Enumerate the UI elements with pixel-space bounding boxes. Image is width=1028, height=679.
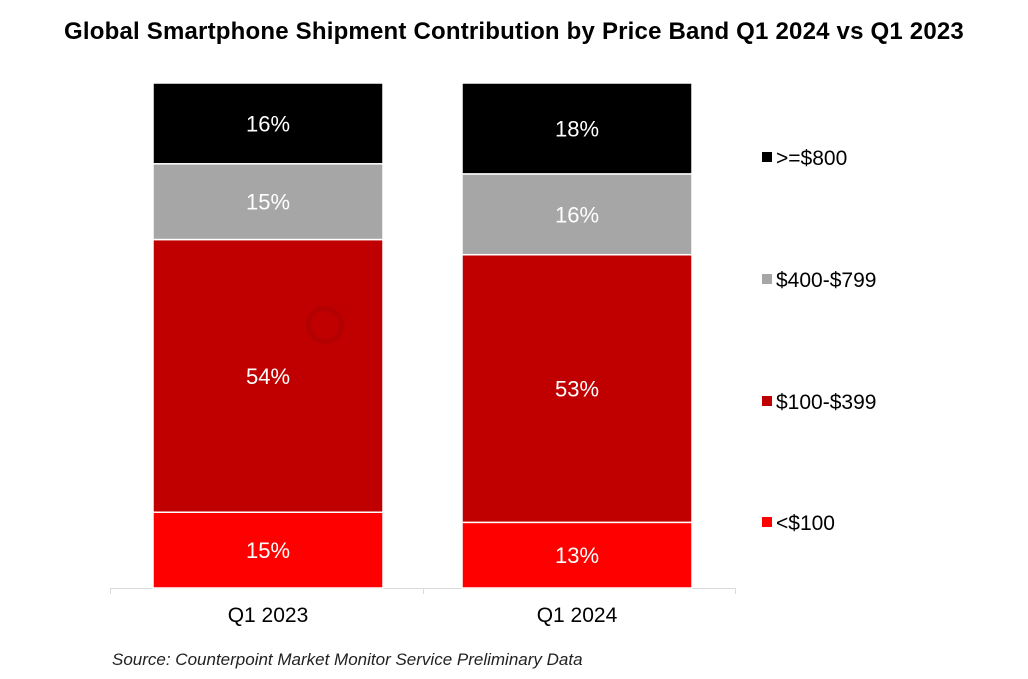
legend-label: >=$800 [776, 147, 847, 170]
chart-title: Global Smartphone Shipment Contribution … [64, 18, 964, 45]
legend-swatch [762, 517, 772, 527]
data-label: 54% [246, 364, 290, 389]
bar-segment--100-q1-2023 [152, 511, 384, 589]
source-note: Source: Counterpoint Market Monitor Serv… [112, 650, 583, 669]
bar-segment--400-799-q1-2023 [152, 163, 384, 241]
bar-segment--100-q1-2024 [461, 521, 693, 589]
data-label: 15% [246, 538, 290, 563]
data-label: 16% [246, 111, 290, 136]
legend-label: <$100 [776, 512, 835, 535]
bar-segment--800-q1-2024 [461, 82, 693, 175]
legend-swatch [762, 396, 772, 406]
counterpoint-logo-icon [306, 306, 344, 344]
bar-segment--800-q1-2023 [152, 82, 384, 165]
counterpoint-watermark [306, 306, 344, 344]
data-label: 18% [555, 116, 599, 141]
data-label: 15% [246, 190, 290, 215]
bar-segment--100-399-q1-2024 [461, 253, 693, 524]
legend-swatch [762, 274, 772, 284]
data-label: 13% [555, 543, 599, 568]
legend-swatch [762, 152, 772, 162]
category-label: Q1 2023 [228, 604, 309, 627]
legend-label: $400-$799 [776, 269, 876, 292]
bar-segment--100-399-q1-2023 [152, 238, 384, 514]
legend-label: $100-$399 [776, 391, 876, 414]
data-label: 53% [555, 377, 599, 402]
bar-segment--400-799-q1-2024 [461, 173, 693, 256]
category-label: Q1 2024 [537, 604, 618, 627]
data-label: 16% [555, 202, 599, 227]
